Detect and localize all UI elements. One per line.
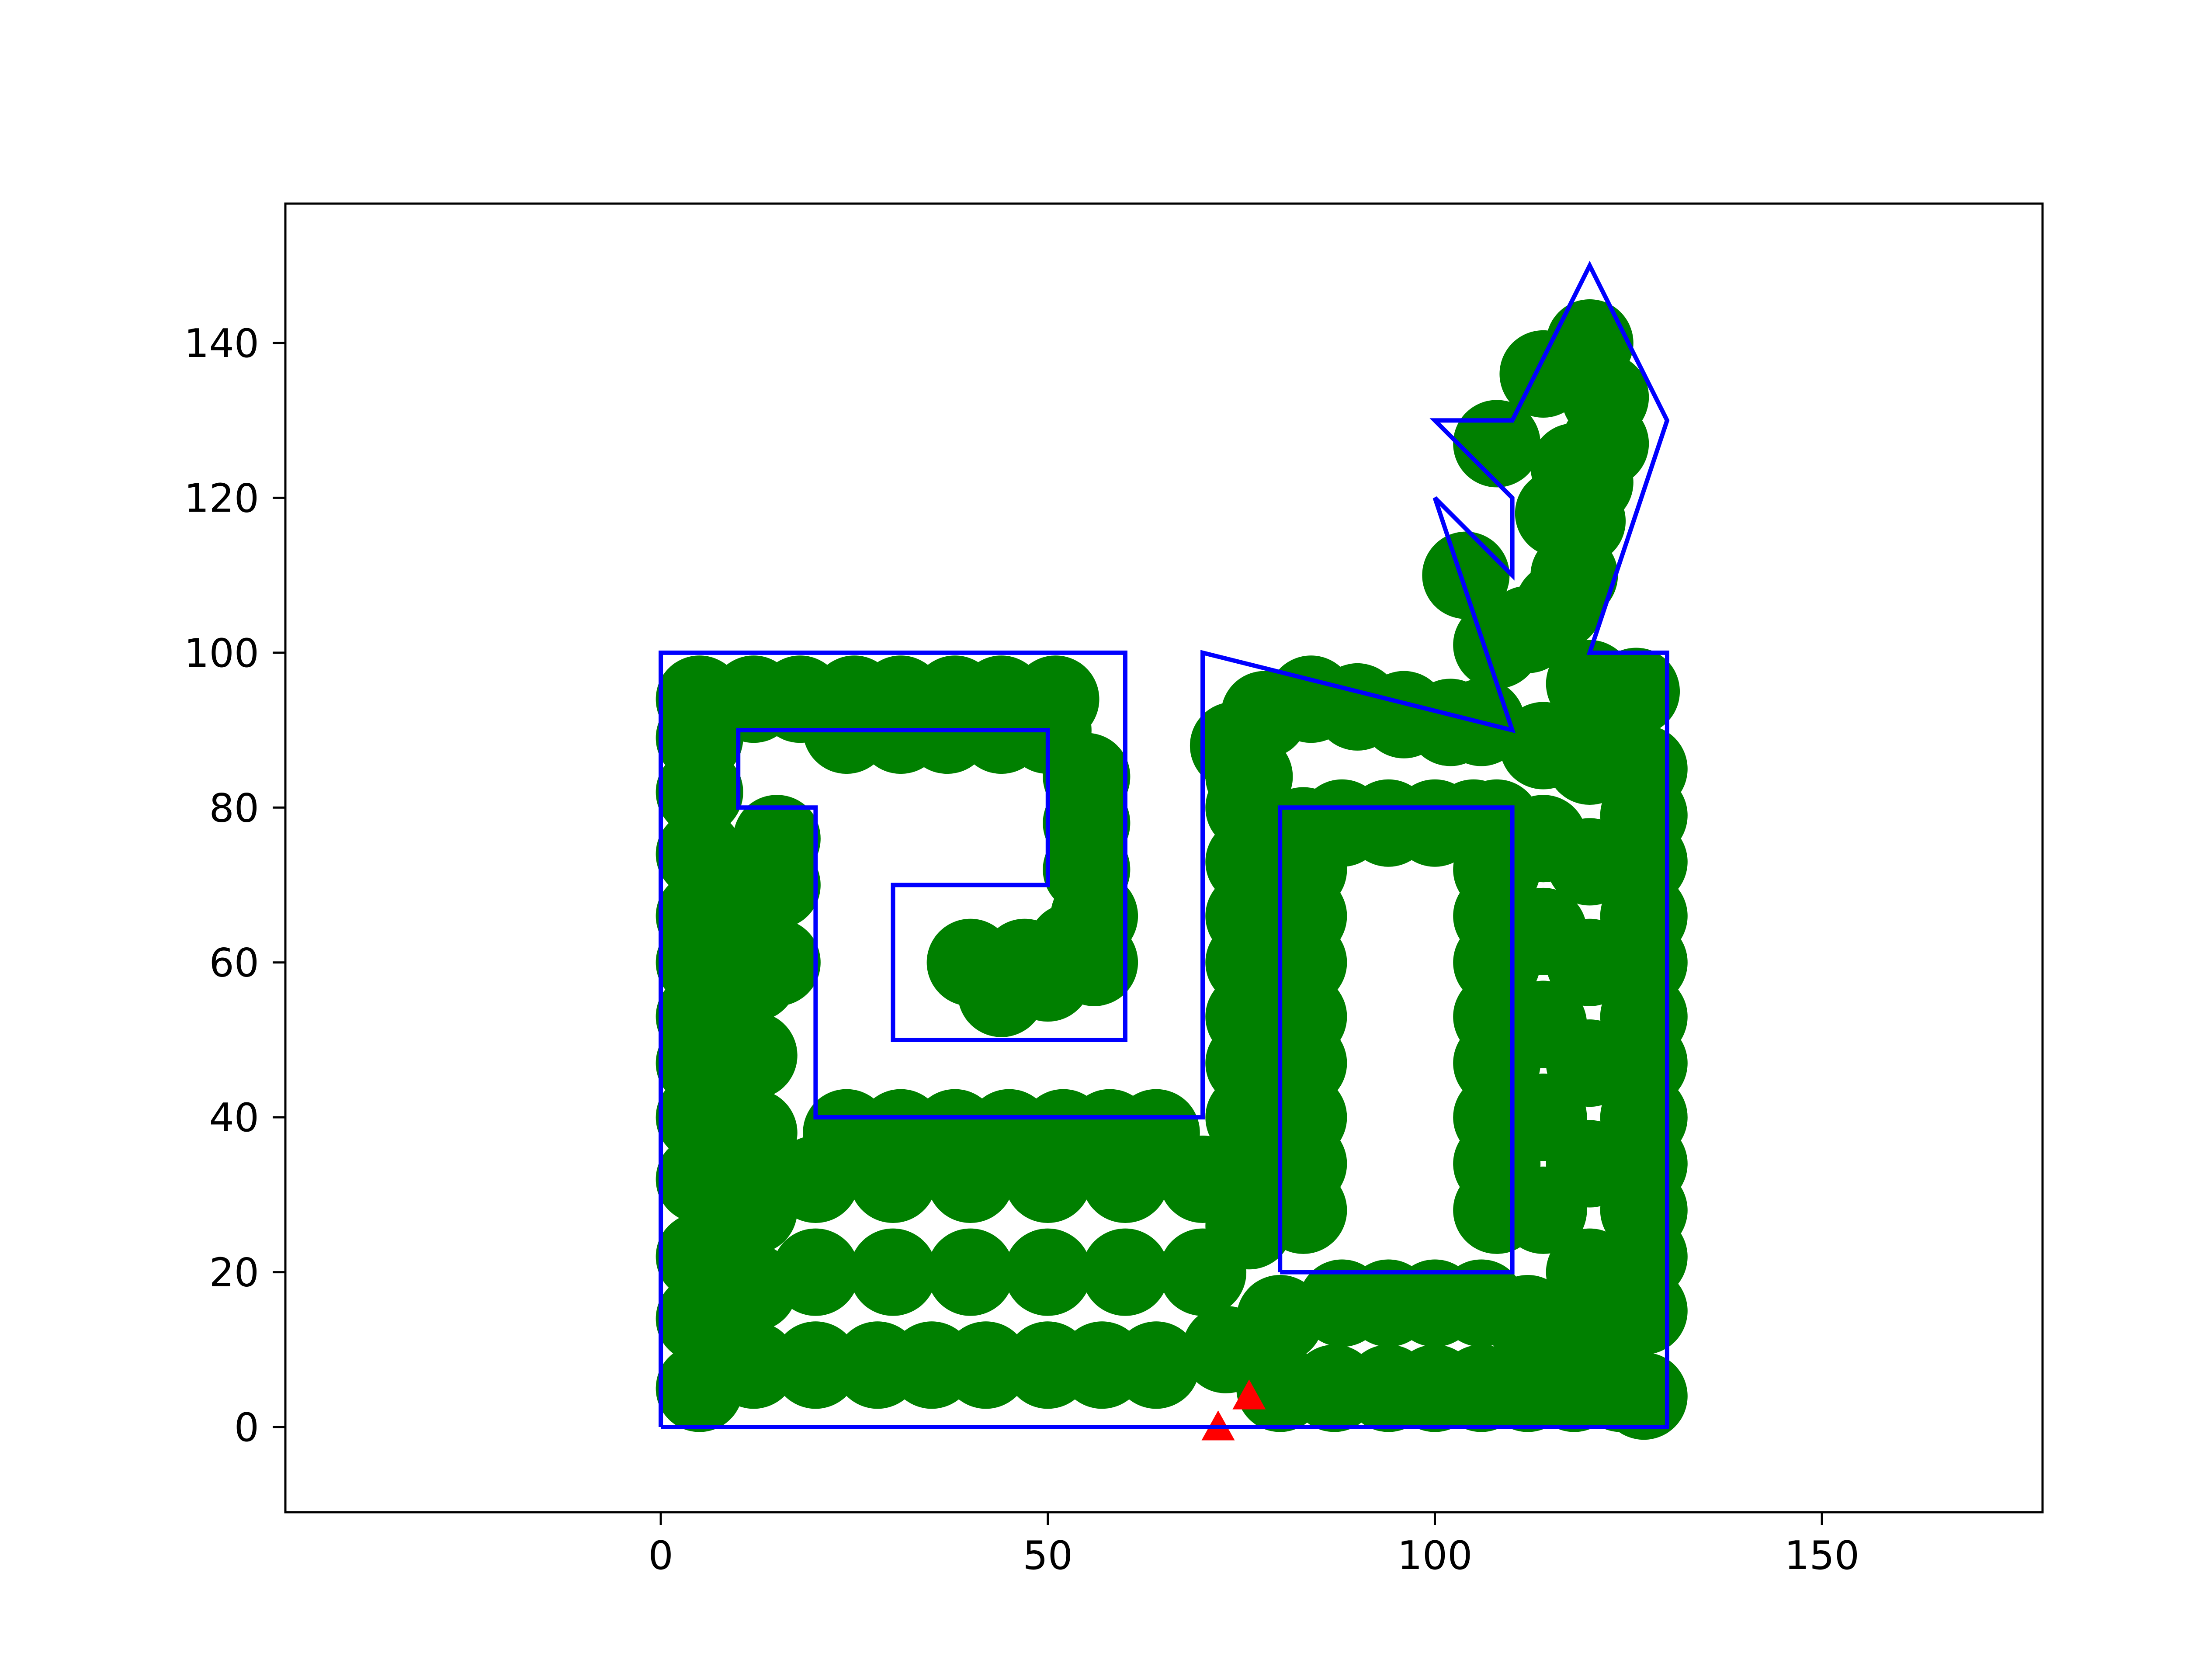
coverage-point-163	[1499, 330, 1587, 418]
coverage-point-52	[772, 1228, 860, 1316]
y-tick-label-0: 0	[234, 1405, 259, 1451]
boundary-series	[659, 260, 1670, 1430]
y-tick-label-3: 60	[209, 940, 259, 986]
coverage-point-164	[1422, 531, 1510, 619]
coverage-point-153	[1592, 648, 1680, 735]
coverage-point-17	[710, 1011, 798, 1099]
x-tick-label-1: 50	[1023, 1533, 1073, 1579]
x-axis: 0 50 100 150	[648, 1512, 1859, 1579]
y-tick-label-1: 20	[209, 1250, 259, 1296]
coverage-series	[656, 299, 1688, 1440]
coverage-point-45	[772, 1321, 860, 1409]
coverage-point-13	[710, 1321, 798, 1409]
coverage-point-53	[849, 1228, 937, 1316]
x-tick-label-2: 100	[1398, 1533, 1473, 1579]
obstacle-outline	[1278, 805, 1515, 1275]
coverage-point-71	[1112, 1089, 1200, 1177]
coverage-point-44	[981, 918, 1068, 1006]
coverage-point-55	[1004, 1228, 1092, 1316]
y-tick-label-5: 100	[184, 630, 259, 676]
coverage-point-51	[1112, 1321, 1200, 1409]
x-tick-label-3: 150	[1784, 1533, 1859, 1579]
coverage-point-56	[1081, 1228, 1169, 1316]
coverage-point-48	[942, 1321, 1030, 1409]
boundary-outline	[659, 260, 1670, 1430]
coverage-point-167	[1530, 423, 1618, 511]
coverage-point-165	[1453, 400, 1541, 488]
coverage-point-16	[710, 1089, 798, 1177]
y-tick-label-4: 80	[209, 785, 259, 831]
plot-area-frame	[284, 202, 2044, 1514]
robot-marker-1	[1232, 1379, 1266, 1410]
coverage-point-21	[733, 918, 821, 1006]
y-tick-label-2: 40	[209, 1095, 259, 1141]
y-tick-label-7: 140	[184, 321, 259, 367]
coverage-point-23	[733, 795, 821, 883]
x-tick-label-0: 0	[648, 1533, 673, 1579]
coverage-point-152	[1600, 725, 1688, 813]
y-axis: 0 20 40 60 80 100 120 140	[184, 321, 285, 1451]
y-tick-label-6: 120	[184, 475, 259, 521]
coverage-point-54	[926, 1228, 1014, 1316]
